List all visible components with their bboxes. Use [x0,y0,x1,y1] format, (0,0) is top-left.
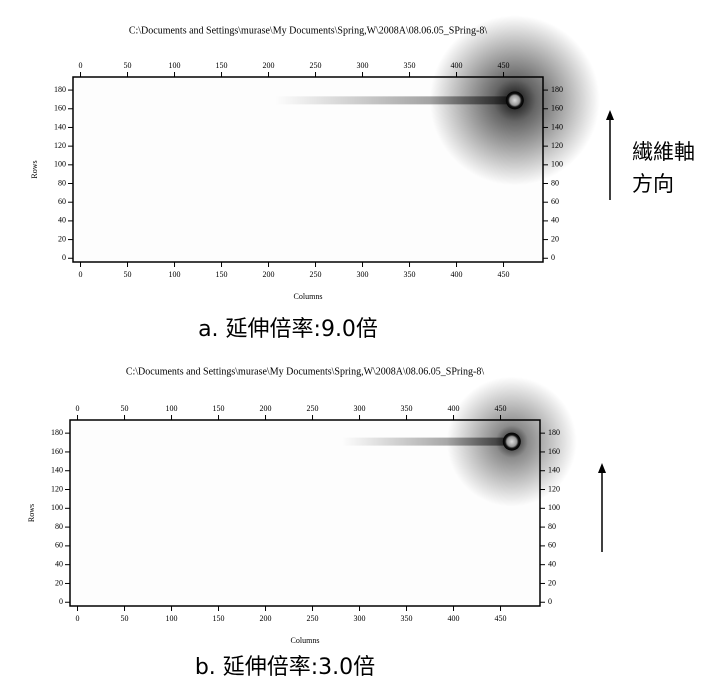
x-tick-label-top: 400 [448,404,460,413]
x-tick-label-top: 200 [263,61,275,70]
x-tick-label: 450 [495,614,507,623]
y-tick-label: 140 [54,122,66,131]
y-tick-label-right: 0 [548,597,552,606]
x-tick-label-top: 50 [121,404,129,413]
x-tick-label: 50 [121,614,129,623]
y-tick-label-right: 80 [551,178,559,187]
y-tick-label: 180 [54,85,66,94]
y-tick-label-right: 60 [551,197,559,206]
x-tick-label: 150 [213,614,225,623]
x-tick-label: 0 [76,614,80,623]
x-tick-label: 50 [124,270,132,279]
streak [342,438,512,446]
y-tick-label-right: 140 [548,466,560,475]
y-tick-label-right: 20 [548,578,556,587]
y-tick-label: 40 [58,216,66,225]
x-tick-label-top: 0 [76,404,80,413]
y-tick-label: 120 [54,141,66,150]
x-tick-label-top: 50 [124,61,132,70]
y-tick-label: 100 [51,503,63,512]
y-tick-label-right: 160 [551,104,563,113]
annotation: 方向 [632,172,674,196]
y-tick-label: 160 [51,447,63,456]
y-tick-label-right: 100 [551,160,563,169]
x-tick-label: 200 [263,270,275,279]
y-tick-label: 80 [58,178,66,187]
x-tick-label-top: 150 [213,404,225,413]
x-tick-label-top: 300 [357,61,369,70]
y-tick-label-right: 180 [548,428,560,437]
y-tick-label: 100 [54,160,66,169]
x-tick-label-top: 400 [451,61,463,70]
chart-title: C:\Documents and Settings\murase\My Docu… [126,366,485,377]
y-tick-label: 120 [51,484,63,493]
y-tick-label-right: 140 [551,122,563,131]
y-tick-label-right: 20 [551,234,559,243]
x-tick-label-top: 200 [260,404,272,413]
x-tick-label-top: 450 [495,404,507,413]
y-tick-label: 140 [51,466,63,475]
y-tick-label: 80 [55,522,63,531]
y-tick-label-right: 100 [548,503,560,512]
streak [275,96,515,104]
y-tick-label-right: 180 [551,85,563,94]
x-tick-label: 100 [166,614,178,623]
x-tick-label-top: 350 [401,404,413,413]
y-tick-label-right: 60 [548,541,556,550]
x-axis-label: Columns [294,292,323,301]
arrow-head [606,110,614,120]
x-tick-label: 100 [169,270,181,279]
chart-title: C:\Documents and Settings\murase\My Docu… [129,25,488,36]
x-tick-label: 450 [498,270,510,279]
x-tick-label: 250 [307,614,319,623]
y-tick-label: 60 [58,197,66,206]
y-tick-label: 60 [55,541,63,550]
x-tick-label: 350 [404,270,416,279]
x-tick-label: 350 [401,614,413,623]
y-axis-label: Rows [27,504,36,522]
x-tick-label-top: 150 [216,61,228,70]
y-tick-label-right: 0 [551,253,555,262]
y-tick-label: 20 [58,234,66,243]
x-tick-label-top: 100 [166,404,178,413]
x-tick-label: 150 [216,270,228,279]
x-tick-label: 300 [354,614,366,623]
caption: b. 延伸倍率:3.0倍 [195,655,375,680]
x-tick-label: 400 [451,270,463,279]
figure: 繊維軸 方向 C:\Documents and Settings\murase\… [0,0,714,688]
x-tick-label: 0 [79,270,83,279]
x-tick-label-top: 0 [79,61,83,70]
y-axis-label: Rows [30,160,39,178]
x-tick-label: 200 [260,614,272,623]
x-tick-label-top: 450 [498,61,510,70]
x-tick-label-top: 100 [169,61,181,70]
caption: a. 延伸倍率:9.0倍 [198,317,378,342]
x-tick-label: 250 [310,270,322,279]
x-tick-label-top: 350 [404,61,416,70]
x-tick-label-top: 250 [310,61,322,70]
diffraction-spot [506,91,524,109]
y-tick-label-right: 40 [548,559,556,568]
y-tick-label-right: 120 [551,141,563,150]
arrow-head [598,463,606,473]
y-tick-label: 20 [55,578,63,587]
y-tick-label: 0 [59,597,63,606]
x-tick-label: 300 [357,270,369,279]
y-tick-label: 180 [51,428,63,437]
y-tick-label: 40 [55,559,63,568]
annotation: 繊維軸 [632,140,695,164]
x-tick-label: 400 [448,614,460,623]
x-axis-label: Columns [291,636,320,645]
y-tick-label-right: 40 [551,216,559,225]
y-tick-label: 160 [54,104,66,113]
y-tick-label: 0 [62,253,66,262]
y-tick-label-right: 160 [548,447,560,456]
x-tick-label-top: 300 [354,404,366,413]
x-tick-label-top: 250 [307,404,319,413]
y-tick-label-right: 120 [548,484,560,493]
y-tick-label-right: 80 [548,522,556,531]
diffraction-spot [503,433,521,451]
